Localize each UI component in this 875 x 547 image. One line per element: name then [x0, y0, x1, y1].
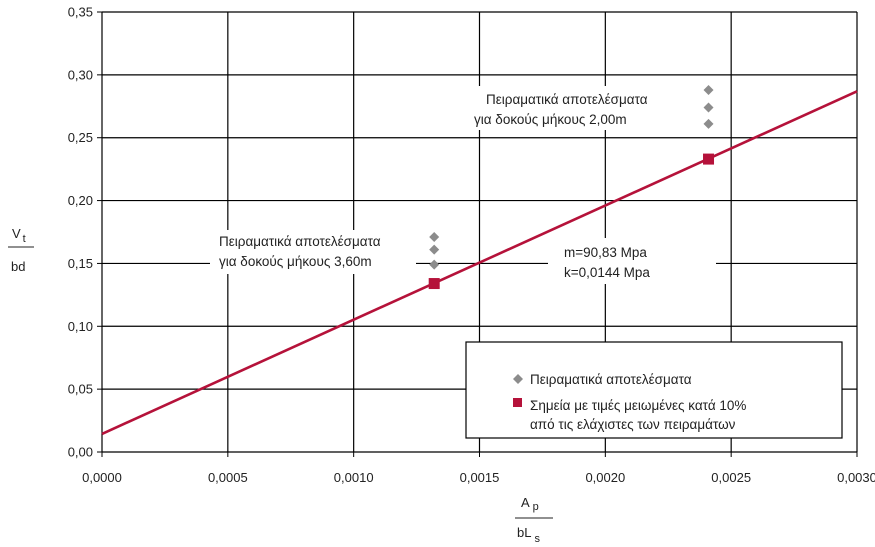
reduced-point: [703, 153, 715, 165]
annotation-2m-line2: για δοκούς μήκους 2,00m: [474, 112, 627, 127]
x-tick-label: 0,0030: [837, 470, 875, 485]
experimental-point: [703, 84, 714, 95]
fit-line-group: [101, 90, 858, 436]
y-tick-label: 0,15: [68, 256, 93, 271]
data-points: [428, 84, 715, 290]
fit-line: [101, 90, 858, 436]
annotation-params-k: k=0,0144 Mpa: [564, 265, 650, 280]
y-tick-label: 0,30: [68, 67, 93, 82]
experimental-point: [429, 232, 440, 243]
annotation-2m-bg: [474, 86, 688, 130]
y-tick-label: 0,05: [68, 382, 93, 397]
annotation-params-m: m=90,83 Mpa: [564, 245, 647, 260]
x-tick-label: 0,0020: [585, 470, 625, 485]
experimental-point: [703, 118, 714, 129]
legend: Πειραματικά αποτελέσματα Σημεία με τιμές…: [465, 341, 843, 439]
experimental-point: [429, 259, 440, 270]
legend-diamond-marker: [513, 374, 523, 384]
legend-item-reduced-line2: από τις ελάχιστες των πειραμάτων: [530, 417, 736, 432]
x-label-denominator: bL s: [517, 525, 540, 545]
y-tick-label: 0,20: [68, 193, 93, 208]
x-tick-label: 0,0025: [711, 470, 751, 485]
y-label-denominator: bd: [11, 259, 25, 274]
experimental-point: [703, 102, 714, 113]
experimental-point: [429, 244, 440, 255]
legend-box: [465, 341, 843, 439]
annotations: Πειραματικά αποτελέσματα για δοκούς μήκο…: [210, 86, 716, 284]
reduced-point: [428, 278, 440, 290]
x-tick-label: 0,0010: [334, 470, 374, 485]
annotation-2m-line1: Πειραματικά αποτελέσματα: [486, 92, 648, 107]
y-tick-label: 0,25: [68, 130, 93, 145]
y-tick-label: 0,10: [68, 319, 93, 334]
x-tick-label: 0,0000: [82, 470, 122, 485]
tick-labels: 0,00 0,05 0,10 0,15 0,20 0,25 0,30 0,35 0,0000 0,…: [68, 5, 875, 486]
x-tick-label: 0,0015: [460, 470, 500, 485]
annotation-3m-bg: [210, 230, 416, 274]
annotation-params-bg: [548, 238, 716, 284]
legend-item-reduced-line1: Σημεία με τιμές μειωμένες κατά 10%: [530, 398, 746, 413]
legend-item-experimental: Πειραματικά αποτελέσματα: [530, 372, 692, 387]
annotation-3m-line2: για δοκούς μήκους 3,60m: [219, 254, 372, 269]
annotation-3m-line1: Πειραματικά αποτελέσματα: [219, 234, 381, 249]
legend-square-marker: [513, 398, 522, 407]
x-tick-label: 0,0005: [208, 470, 248, 485]
y-tick-label: 0,00: [68, 445, 93, 460]
y-tick-label: 0,35: [68, 5, 93, 20]
